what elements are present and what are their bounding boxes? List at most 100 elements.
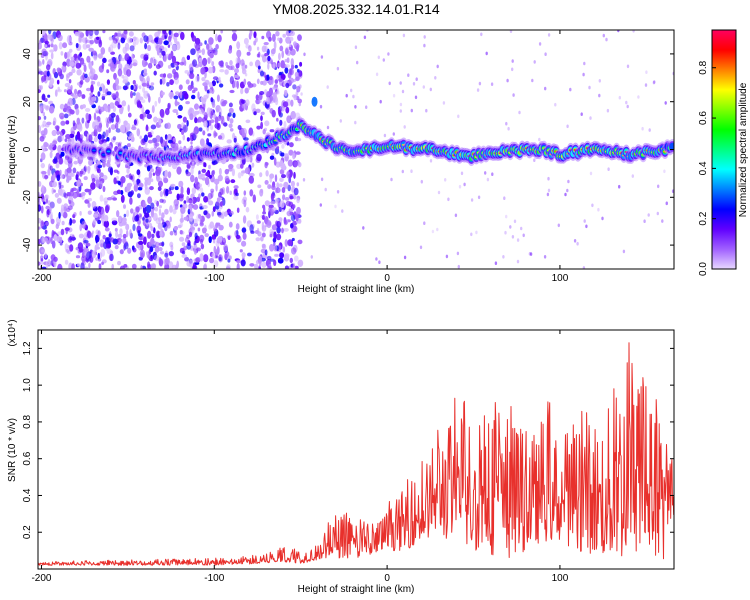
heatmap-noise-cell bbox=[44, 40, 49, 45]
heatmap-noise-cell bbox=[200, 173, 204, 177]
heatmap-noise-cell bbox=[637, 95, 640, 99]
heatmap-noise-cell bbox=[377, 55, 380, 60]
heatmap-noise-cell bbox=[172, 109, 178, 113]
heatmap-noise-cell bbox=[162, 30, 167, 35]
heatmap-noise-cell bbox=[66, 58, 71, 67]
heatmap-noise-cell bbox=[240, 259, 246, 267]
heatmap-noise-cell bbox=[157, 186, 162, 192]
heatmap-noise-cell bbox=[159, 231, 163, 238]
heatmap-noise-cell bbox=[182, 116, 187, 123]
heatmap-noise-cell bbox=[151, 233, 155, 239]
heatmap-noise-cell bbox=[195, 43, 201, 52]
heatmap-noise-cell bbox=[242, 215, 247, 224]
heatmap-noise-cell bbox=[255, 214, 259, 220]
heatmap-noise-cell bbox=[108, 59, 113, 63]
heatmap-noise-cell bbox=[286, 210, 293, 217]
heatmap-noise-cell bbox=[410, 169, 413, 173]
heatmap-noise-cell bbox=[456, 251, 460, 256]
heatmap-noise-cell bbox=[96, 168, 101, 174]
heatmap-noise-cell bbox=[210, 124, 214, 131]
heatmap-noise-cell bbox=[57, 34, 63, 42]
heatmap-noise-cell bbox=[143, 134, 148, 143]
heatmap-noise-cell bbox=[516, 259, 520, 264]
heatmap-noise-cell bbox=[130, 175, 133, 180]
heatmap-noise-cell bbox=[68, 79, 72, 84]
heatmap-noise-cell bbox=[126, 229, 129, 238]
colorbar: 0.0 0.2 0.4 0.6 0.8 Normalized spectral ampl… bbox=[698, 29, 749, 276]
heatmap-noise-cell bbox=[407, 73, 410, 77]
heatmap-noise-cell bbox=[463, 182, 466, 187]
heatmap-noise-cell bbox=[163, 73, 166, 78]
heatmap-noise-cell bbox=[480, 32, 483, 37]
heatmap-noise-cell bbox=[228, 123, 233, 129]
heatmap-noise-cell bbox=[189, 107, 195, 116]
heatmap-noise-cell bbox=[88, 262, 91, 269]
heatmap-noise-cell bbox=[143, 236, 147, 245]
heatmap-noise-cell bbox=[512, 93, 515, 97]
heatmap-noise-cell bbox=[288, 173, 293, 179]
heatmap-noise-cell bbox=[120, 106, 124, 111]
heatmap-noise-cell bbox=[201, 168, 207, 173]
heatmap-noise-cell bbox=[98, 65, 104, 73]
heatmap-noise-cell bbox=[67, 175, 72, 181]
heatmap-noise-cell bbox=[379, 99, 382, 104]
heatmap-noise-cell bbox=[152, 59, 158, 65]
x-tick-label: -200 bbox=[31, 573, 51, 584]
heatmap-noise-cell bbox=[146, 113, 152, 119]
heatmap-noise-cell bbox=[442, 101, 446, 105]
heatmap-noise-cell bbox=[174, 101, 180, 106]
heatmap-noise-cell bbox=[56, 197, 62, 204]
heatmap-noise-cell bbox=[276, 74, 279, 81]
heatmap-noise-cell bbox=[164, 223, 168, 232]
heatmap-noise-cell bbox=[233, 74, 240, 79]
heatmap-noise-cell bbox=[122, 233, 127, 239]
heatmap-noise-cell bbox=[169, 94, 173, 100]
heatmap-noise-cell bbox=[248, 175, 254, 184]
heatmap-noise-cell bbox=[320, 177, 324, 182]
heatmap-noise-cell bbox=[38, 116, 42, 121]
heatmap-noise-cell bbox=[245, 119, 251, 124]
x-tick-label: 100 bbox=[552, 573, 569, 584]
heatmap-noise-cell bbox=[136, 169, 141, 176]
heatmap-noise-cell bbox=[65, 134, 71, 139]
heatmap-noise-cell bbox=[518, 110, 521, 115]
heatmap-noise-cell bbox=[97, 230, 101, 238]
heatmap-noise-cell bbox=[257, 184, 262, 189]
heatmap-noise-cell bbox=[65, 249, 70, 253]
heatmap-noise-cell bbox=[108, 36, 113, 41]
heatmap-noise-cell bbox=[196, 39, 200, 46]
heatmap-noise-cell bbox=[236, 41, 241, 50]
heatmap-noise-cell bbox=[431, 229, 435, 234]
y-tick-label: 20 bbox=[22, 96, 33, 108]
heatmap-noise-cell bbox=[218, 224, 224, 231]
heatmap-noise-cell bbox=[423, 43, 426, 48]
heatmap-noise-cell bbox=[297, 162, 302, 168]
heatmap-noise-cell bbox=[125, 223, 130, 231]
heatmap-noise-cell bbox=[277, 257, 284, 264]
heatmap-noise-cell bbox=[243, 137, 249, 141]
heatmap-noise-cell bbox=[126, 143, 131, 148]
heatmap-noise-cell bbox=[294, 64, 298, 69]
heatmap-noise-cell bbox=[44, 194, 48, 199]
heatmap-noise-cell bbox=[256, 53, 260, 58]
heatmap-noise-cell bbox=[127, 182, 133, 188]
heatmap-noise-cell bbox=[256, 78, 260, 85]
heatmap-noise-cell bbox=[255, 237, 261, 242]
heatmap-noise-cell bbox=[208, 236, 212, 244]
heatmap-noise-cell bbox=[248, 127, 254, 136]
heatmap-noise-cell bbox=[296, 182, 300, 187]
heatmap-noise-cell bbox=[150, 240, 156, 244]
heatmap-noise-cell bbox=[546, 192, 550, 197]
heatmap-noise-cell bbox=[43, 141, 49, 148]
heatmap-noise-cell bbox=[44, 252, 47, 259]
heatmap-noise-cell bbox=[82, 72, 86, 81]
heatmap-noise-cell bbox=[150, 178, 154, 183]
heatmap-noise-cell bbox=[617, 30, 620, 33]
heatmap-noise-cell bbox=[120, 37, 126, 44]
heatmap-noise-cell bbox=[229, 128, 234, 132]
heatmap-noise-cell bbox=[217, 34, 222, 43]
heatmap-noise-cell bbox=[106, 69, 110, 74]
heatmap-noise-cell bbox=[257, 255, 263, 264]
heatmap-noise-cell bbox=[77, 263, 80, 267]
heatmap-noise-cell bbox=[45, 222, 49, 226]
